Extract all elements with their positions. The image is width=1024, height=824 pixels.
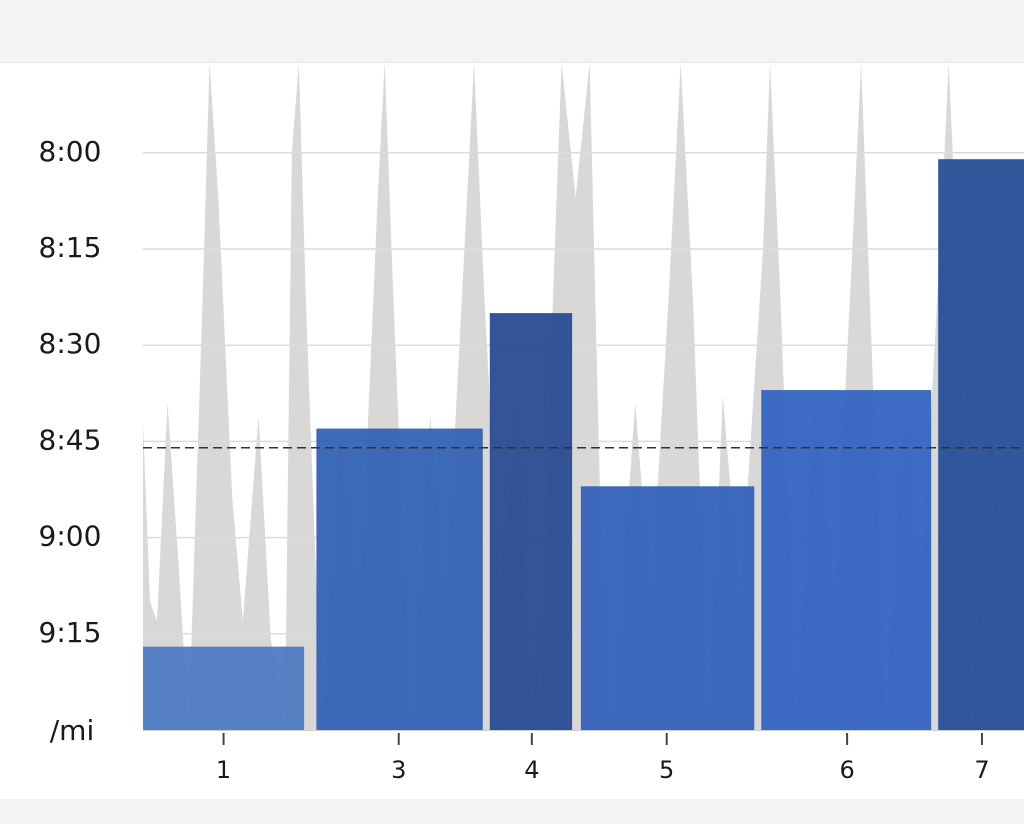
bar [143, 646, 305, 730]
y-tick-label: 8:45 [39, 423, 102, 456]
y-tick-label: 9:15 [39, 616, 102, 649]
x-tick-label: 3 [391, 756, 406, 784]
x-tick-label: 4 [524, 756, 539, 784]
y-tick-label: 9:00 [39, 520, 102, 553]
bar [316, 428, 483, 730]
y-tick-label: 8:00 [39, 135, 102, 168]
y-tick-label: 8:30 [39, 327, 102, 360]
x-tick-label: 5 [659, 756, 674, 784]
y-unit-label: /mi [50, 714, 95, 747]
bar [761, 390, 932, 730]
bar [580, 486, 755, 730]
x-tick-label: 7 [974, 756, 989, 784]
x-tick-label: 6 [839, 756, 854, 784]
top-bar [0, 0, 1024, 62]
x-tick-label: 1 [216, 756, 231, 784]
bar [489, 313, 573, 730]
y-tick-label: 8:15 [39, 231, 102, 264]
bar [938, 159, 1024, 731]
